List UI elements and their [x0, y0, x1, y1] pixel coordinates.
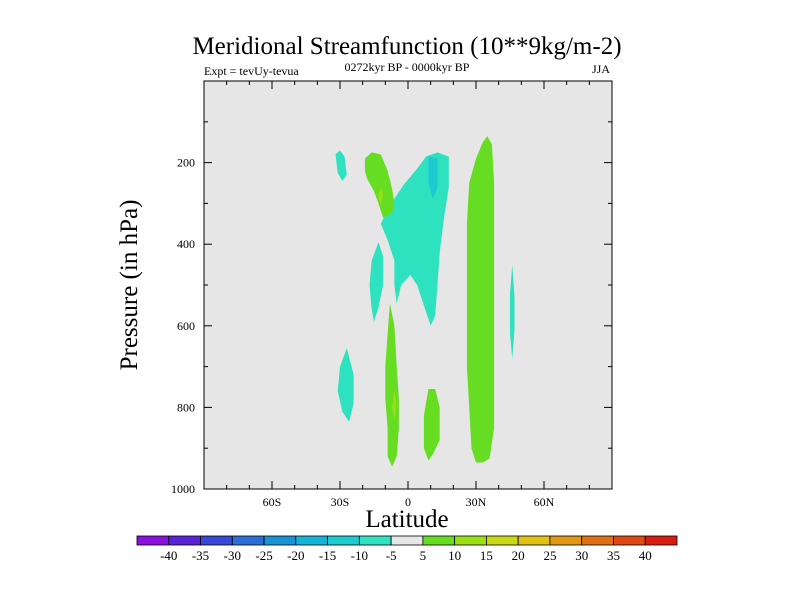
x-axis-label: Latitude [365, 506, 448, 533]
contour-region-8 [466, 136, 495, 463]
contour-region-4 [428, 156, 438, 200]
colorbar-label: -5 [386, 548, 397, 563]
plot-area [204, 81, 612, 489]
contour-region-10 [378, 187, 384, 204]
colorbar-label: -15 [319, 548, 336, 563]
x-tick-label: 60N [534, 495, 555, 509]
colorbar-swatch [231, 535, 265, 546]
colorbar-swatch [613, 535, 646, 546]
colorbar-swatch [486, 535, 519, 546]
colorbar-swatch [295, 535, 328, 546]
colorbar-label: 30 [575, 548, 588, 563]
contour-region-2 [337, 348, 354, 422]
colorbar-label: 15 [480, 548, 493, 563]
y-tick-label: 1000 [171, 482, 195, 496]
colorbar-label: -35 [192, 548, 209, 563]
axis-ticks: 60S 30S 0 30N 60N 200 400 600 800 1000 [171, 81, 612, 509]
y-tick-label: 800 [177, 400, 195, 414]
colorbar-label: -10 [351, 548, 368, 563]
y-tick-label: 200 [177, 156, 195, 170]
y-tick-label: 600 [177, 319, 195, 333]
experiment-label: Expt = tevUy-tevua [204, 64, 299, 78]
colorbar-label: 25 [543, 548, 556, 563]
x-tick-label: 0 [405, 495, 411, 509]
colorbar-swatch [454, 535, 487, 546]
x-tick-label: 60S [263, 495, 282, 509]
colorbar-swatch [517, 535, 551, 546]
colorbar-label: 40 [639, 548, 652, 563]
colorbar-swatch [390, 535, 424, 546]
colorbar-label: 5 [420, 548, 427, 563]
colorbar-label: 20 [512, 548, 525, 563]
colorbar-swatch [549, 535, 583, 546]
season-label: JJA [592, 62, 610, 76]
colorbar-label: -25 [255, 548, 272, 563]
colorbar-swatch [422, 535, 456, 546]
colorbar: -40 -35 -30 -25 -20 -15 -10 -5 5 10 15 20 25 30 35 40 [136, 535, 678, 563]
contour-region-5 [364, 152, 395, 218]
contour-region-9 [510, 264, 515, 359]
colorbar-label: -30 [224, 548, 241, 563]
colorbar-swatch [200, 535, 233, 546]
chart-title: Meridional Streamfunction (10**9kg/m-2) [192, 33, 621, 60]
colorbar-swatch [168, 535, 201, 546]
y-axis-label: Pressure (in hPa) [116, 200, 143, 371]
contour-region-11 [392, 391, 397, 420]
contour-region-0 [335, 150, 347, 181]
contour-region-6 [385, 303, 399, 467]
colorbar-swatch [263, 535, 297, 546]
colorbar-swatch [358, 535, 392, 546]
colorbar-label: -20 [287, 548, 304, 563]
x-tick-label: 30N [466, 495, 487, 509]
colorbar-swatch [581, 535, 614, 546]
contour-region-3 [380, 152, 449, 326]
colorbar-swatch [644, 535, 678, 546]
contour-region-1 [369, 242, 384, 322]
x-tick-label: 30S [331, 495, 350, 509]
contour-regions [335, 136, 515, 467]
colorbar-swatch [327, 535, 360, 546]
y-tick-label: 400 [177, 237, 195, 251]
colorbar-label: -40 [160, 548, 177, 563]
contour-region-7 [423, 389, 440, 461]
colorbar-label: 35 [607, 548, 620, 563]
colorbar-label: 10 [448, 548, 461, 563]
time-range-label: 0272kyr BP - 0000kyr BP [345, 60, 470, 74]
colorbar-swatch [136, 535, 170, 546]
